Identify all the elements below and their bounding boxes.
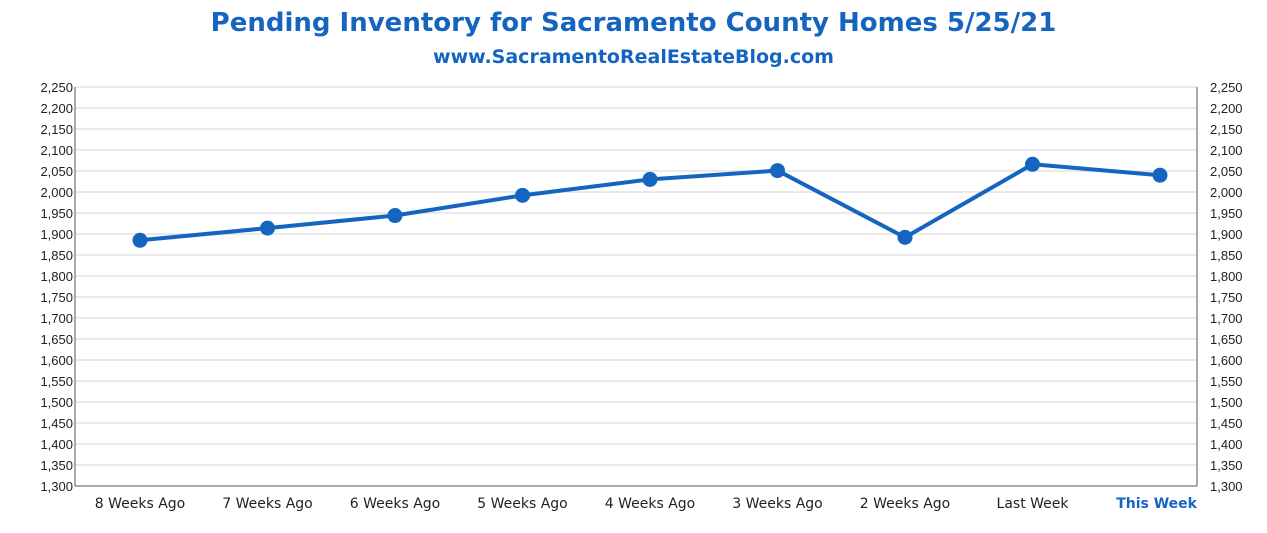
y-tick-label-right: 1,650 [1210, 332, 1243, 347]
x-tick-label: This Week [1116, 496, 1197, 512]
y-tick-label-left: 1,650 [40, 332, 73, 347]
y-tick-label-right: 1,850 [1210, 248, 1243, 263]
y-tick-label-left: 2,000 [40, 185, 73, 200]
x-axis: 8 Weeks Ago 7 Weeks Ago 6 Weeks Ago 5 Weeks… [95, 496, 1198, 512]
y-tick-label-right: 2,200 [1210, 101, 1243, 116]
data-point [642, 171, 658, 187]
y-axis-right: 1,300 1,350 1,400 1,450 1,500 1,550 1,600 1,650… [1210, 80, 1243, 494]
series [132, 156, 1168, 248]
y-tick-label-left: 1,350 [40, 458, 73, 473]
y-tick-label-left: 2,050 [40, 164, 73, 179]
data-point [387, 208, 403, 224]
y-tick-label-left: 1,800 [40, 269, 73, 284]
y-tick-label-right: 1,350 [1210, 458, 1243, 473]
x-tick-label: 8 Weeks Ago [95, 496, 186, 512]
y-tick-label-left: 1,300 [40, 479, 73, 494]
y-tick-label-left: 1,850 [40, 248, 73, 263]
y-tick-label-left: 1,550 [40, 374, 73, 389]
y-tick-label-right: 2,000 [1210, 185, 1243, 200]
y-tick-label-left: 1,500 [40, 395, 73, 410]
y-tick-label-left: 2,100 [40, 143, 73, 158]
y-tick-label-right: 1,750 [1210, 290, 1243, 305]
y-tick-label-right: 1,700 [1210, 311, 1243, 326]
y-tick-label-left: 2,150 [40, 122, 73, 137]
y-tick-label-right: 1,950 [1210, 206, 1243, 221]
y-tick-label-left: 1,900 [40, 227, 73, 242]
y-tick-label-right: 1,400 [1210, 437, 1243, 452]
y-tick-label-right: 1,600 [1210, 353, 1243, 368]
data-point [770, 163, 785, 179]
y-tick-label-right: 1,450 [1210, 416, 1243, 431]
chart-title: Pending Inventory for Sacramento County … [210, 8, 1057, 38]
y-tick-label-right: 2,050 [1210, 164, 1243, 179]
data-point [897, 229, 913, 245]
y-tick-label-left: 2,200 [40, 101, 73, 116]
data-point [260, 220, 275, 236]
data-point [1152, 167, 1168, 183]
axes [74, 87, 1198, 487]
y-tick-label-right: 2,100 [1210, 143, 1243, 158]
x-tick-label: 2 Weeks Ago [860, 496, 951, 512]
y-tick-label-right: 1,500 [1210, 395, 1243, 410]
y-tick-label-right: 1,550 [1210, 374, 1243, 389]
y-tick-label-right: 2,150 [1210, 122, 1243, 137]
y-tick-label-left: 1,750 [40, 290, 73, 305]
x-tick-label: 3 Weeks Ago [732, 496, 823, 512]
y-axis-left: 1,300 1,350 1,400 1,450 1,500 1,550 1,600 1,650… [40, 80, 73, 494]
y-tick-label-left: 1,950 [40, 206, 73, 221]
y-tick-label-left: 1,700 [40, 311, 73, 326]
data-point [1025, 156, 1040, 172]
y-tick-label-left: 1,400 [40, 437, 73, 452]
y-tick-label-right: 1,800 [1210, 269, 1243, 284]
chart-subtitle: www.SacramentoRealEstateBlog.com [433, 46, 834, 68]
data-point [515, 187, 530, 203]
y-tick-label-left: 1,600 [40, 353, 73, 368]
x-tick-label: Last Week [997, 496, 1070, 512]
x-tick-label: 7 Weeks Ago [222, 496, 313, 512]
data-point [132, 232, 148, 248]
y-tick-label-left: 2,250 [40, 80, 73, 95]
x-tick-label: 6 Weeks Ago [350, 496, 441, 512]
y-tick-label-right: 1,300 [1210, 479, 1243, 494]
y-tick-label-right: 2,250 [1210, 80, 1243, 95]
y-tick-label-left: 1,450 [40, 416, 73, 431]
gridlines [75, 86, 1197, 466]
x-tick-label: 4 Weeks Ago [605, 496, 696, 512]
x-tick-label: 5 Weeks Ago [477, 496, 568, 512]
y-tick-label-right: 1,900 [1210, 227, 1243, 242]
